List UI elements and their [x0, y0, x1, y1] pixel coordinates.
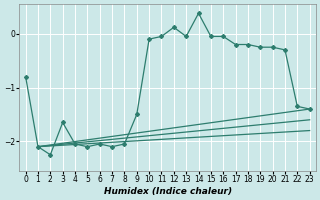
X-axis label: Humidex (Indice chaleur): Humidex (Indice chaleur) — [104, 187, 232, 196]
